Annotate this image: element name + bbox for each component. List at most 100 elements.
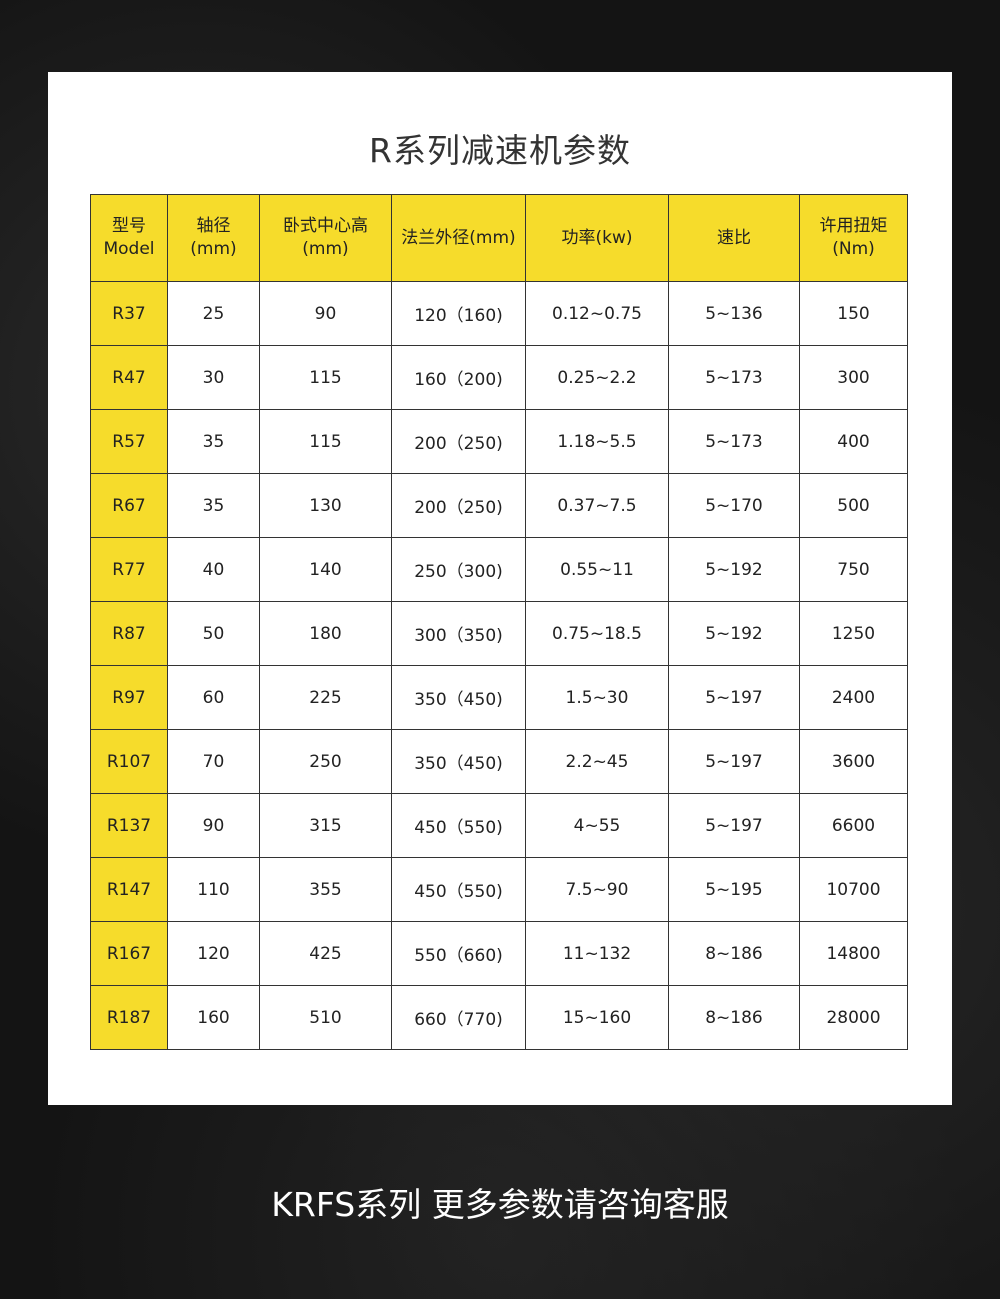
cell-shaft-diameter: 60 [167,665,260,730]
cell-center-height: 355 [259,857,392,922]
cell-ratio: 5~170 [668,473,800,538]
cell-ratio: 5~197 [668,793,800,858]
header-flange-diameter: 法兰外径(mm) [391,194,526,282]
header-text: 速比 [717,227,751,248]
header-power: 功率(kw) [525,194,669,282]
cell-center-height: 250 [259,729,392,794]
header-text: (mm) [190,239,237,259]
cell-flange-diameter: 450（550) [391,793,526,858]
cell-shaft-diameter: 50 [167,601,260,666]
table-row: R147 110 355 450（550) 7.5~90 5~195 10700 [90,857,908,922]
header-shaft-diameter: 轴径 (mm) [167,194,260,282]
cell-flange-diameter: 660（770) [391,985,526,1050]
cell-power: 11~132 [525,921,669,986]
cell-ratio: 5~195 [668,857,800,922]
header-text: 轴径 [196,216,231,236]
cell-model: R57 [90,409,168,474]
cell-shaft-diameter: 40 [167,537,260,602]
cell-model: R67 [90,473,168,538]
cell-torque: 3600 [799,729,908,794]
cell-flange-diameter: 250（300) [391,537,526,602]
header-torque: 许用扭矩 (Nm) [799,194,908,282]
cell-center-height: 425 [259,921,392,986]
cell-model: R97 [90,665,168,730]
cell-model: R147 [90,857,168,922]
cell-shaft-diameter: 70 [167,729,260,794]
cell-power: 15~160 [525,985,669,1050]
cell-torque: 750 [799,537,908,602]
cell-ratio: 8~186 [668,921,800,986]
cell-flange-diameter: 200（250) [391,409,526,474]
cell-ratio: 5~192 [668,601,800,666]
cell-torque: 500 [799,473,908,538]
table-header-row: 型号 Model 轴径 (mm) 卧式中心高 (mm) 法兰外径(mm) 功率(kw) 速比 许用… [90,194,908,282]
cell-model: R37 [90,281,168,346]
cell-flange-diameter: 550（660) [391,921,526,986]
cell-ratio: 5~197 [668,665,800,730]
table-row: R37 25 90 120（160) 0.12~0.75 5~136 150 [90,281,908,346]
cell-center-height: 140 [259,537,392,602]
cell-power: 1.5~30 [525,665,669,730]
cell-model: R137 [90,793,168,858]
header-center-height: 卧式中心高 (mm) [259,194,392,282]
cell-power: 7.5~90 [525,857,669,922]
cell-center-height: 225 [259,665,392,730]
cell-ratio: 5~173 [668,345,800,410]
cell-shaft-diameter: 25 [167,281,260,346]
header-text: 许用扭矩 [819,216,888,236]
cell-power: 4~55 [525,793,669,858]
cell-center-height: 115 [259,409,392,474]
cell-ratio: 8~186 [668,985,800,1050]
cell-flange-diameter: 120（160) [391,281,526,346]
table-row: R137 90 315 450（550) 4~55 5~197 6600 [90,793,908,858]
cell-flange-diameter: 450（550) [391,857,526,922]
table-row: R67 35 130 200（250) 0.37~7.5 5~170 500 [90,473,908,538]
cell-torque: 6600 [799,793,908,858]
table-row: R47 30 115 160（200) 0.25~2.2 5~173 300 [90,345,908,410]
table-row: R57 35 115 200（250) 1.18~5.5 5~173 400 [90,409,908,474]
cell-ratio: 5~173 [668,409,800,474]
header-text: 型号 [112,216,146,236]
cell-torque: 400 [799,409,908,474]
table-row: R107 70 250 350（450) 2.2~45 5~197 3600 [90,729,908,794]
footer-text: KRFS系列 更多参数请咨询客服 [271,1185,729,1224]
cell-power: 0.37~7.5 [525,473,669,538]
header-text: 法兰外径(mm) [401,227,516,248]
cell-power: 0.12~0.75 [525,281,669,346]
cell-shaft-diameter: 160 [167,985,260,1050]
cell-ratio: 5~192 [668,537,800,602]
cell-center-height: 115 [259,345,392,410]
header-text: 卧式中心高 [283,216,368,236]
cell-shaft-diameter: 120 [167,921,260,986]
header-text: 功率(kw) [561,227,633,248]
cell-center-height: 510 [259,985,392,1050]
cell-flange-diameter: 160（200) [391,345,526,410]
table-row: R187 160 510 660（770) 15~160 8~186 28000 [90,985,908,1050]
cell-power: 0.75~18.5 [525,601,669,666]
table-row: R97 60 225 350（450) 1.5~30 5~197 2400 [90,665,908,730]
cell-model: R77 [90,537,168,602]
cell-model: R107 [90,729,168,794]
cell-shaft-diameter: 35 [167,473,260,538]
cell-torque: 10700 [799,857,908,922]
cell-model: R47 [90,345,168,410]
cell-power: 0.55~11 [525,537,669,602]
cell-torque: 2400 [799,665,908,730]
header-ratio: 速比 [668,194,800,282]
cell-flange-diameter: 350（450) [391,729,526,794]
cell-flange-diameter: 350（450) [391,665,526,730]
cell-model: R87 [90,601,168,666]
cell-shaft-diameter: 90 [167,793,260,858]
cell-torque: 150 [799,281,908,346]
cell-shaft-diameter: 35 [167,409,260,474]
cell-power: 2.2~45 [525,729,669,794]
table-row: R87 50 180 300（350) 0.75~18.5 5~192 1250 [90,601,908,666]
cell-torque: 300 [799,345,908,410]
header-text: (Nm) [832,239,875,259]
cell-shaft-diameter: 110 [167,857,260,922]
cell-ratio: 5~197 [668,729,800,794]
header-model: 型号 Model [90,194,168,282]
table-row: R167 120 425 550（660) 11~132 8~186 14800 [90,921,908,986]
cell-ratio: 5~136 [668,281,800,346]
cell-power: 1.18~5.5 [525,409,669,474]
